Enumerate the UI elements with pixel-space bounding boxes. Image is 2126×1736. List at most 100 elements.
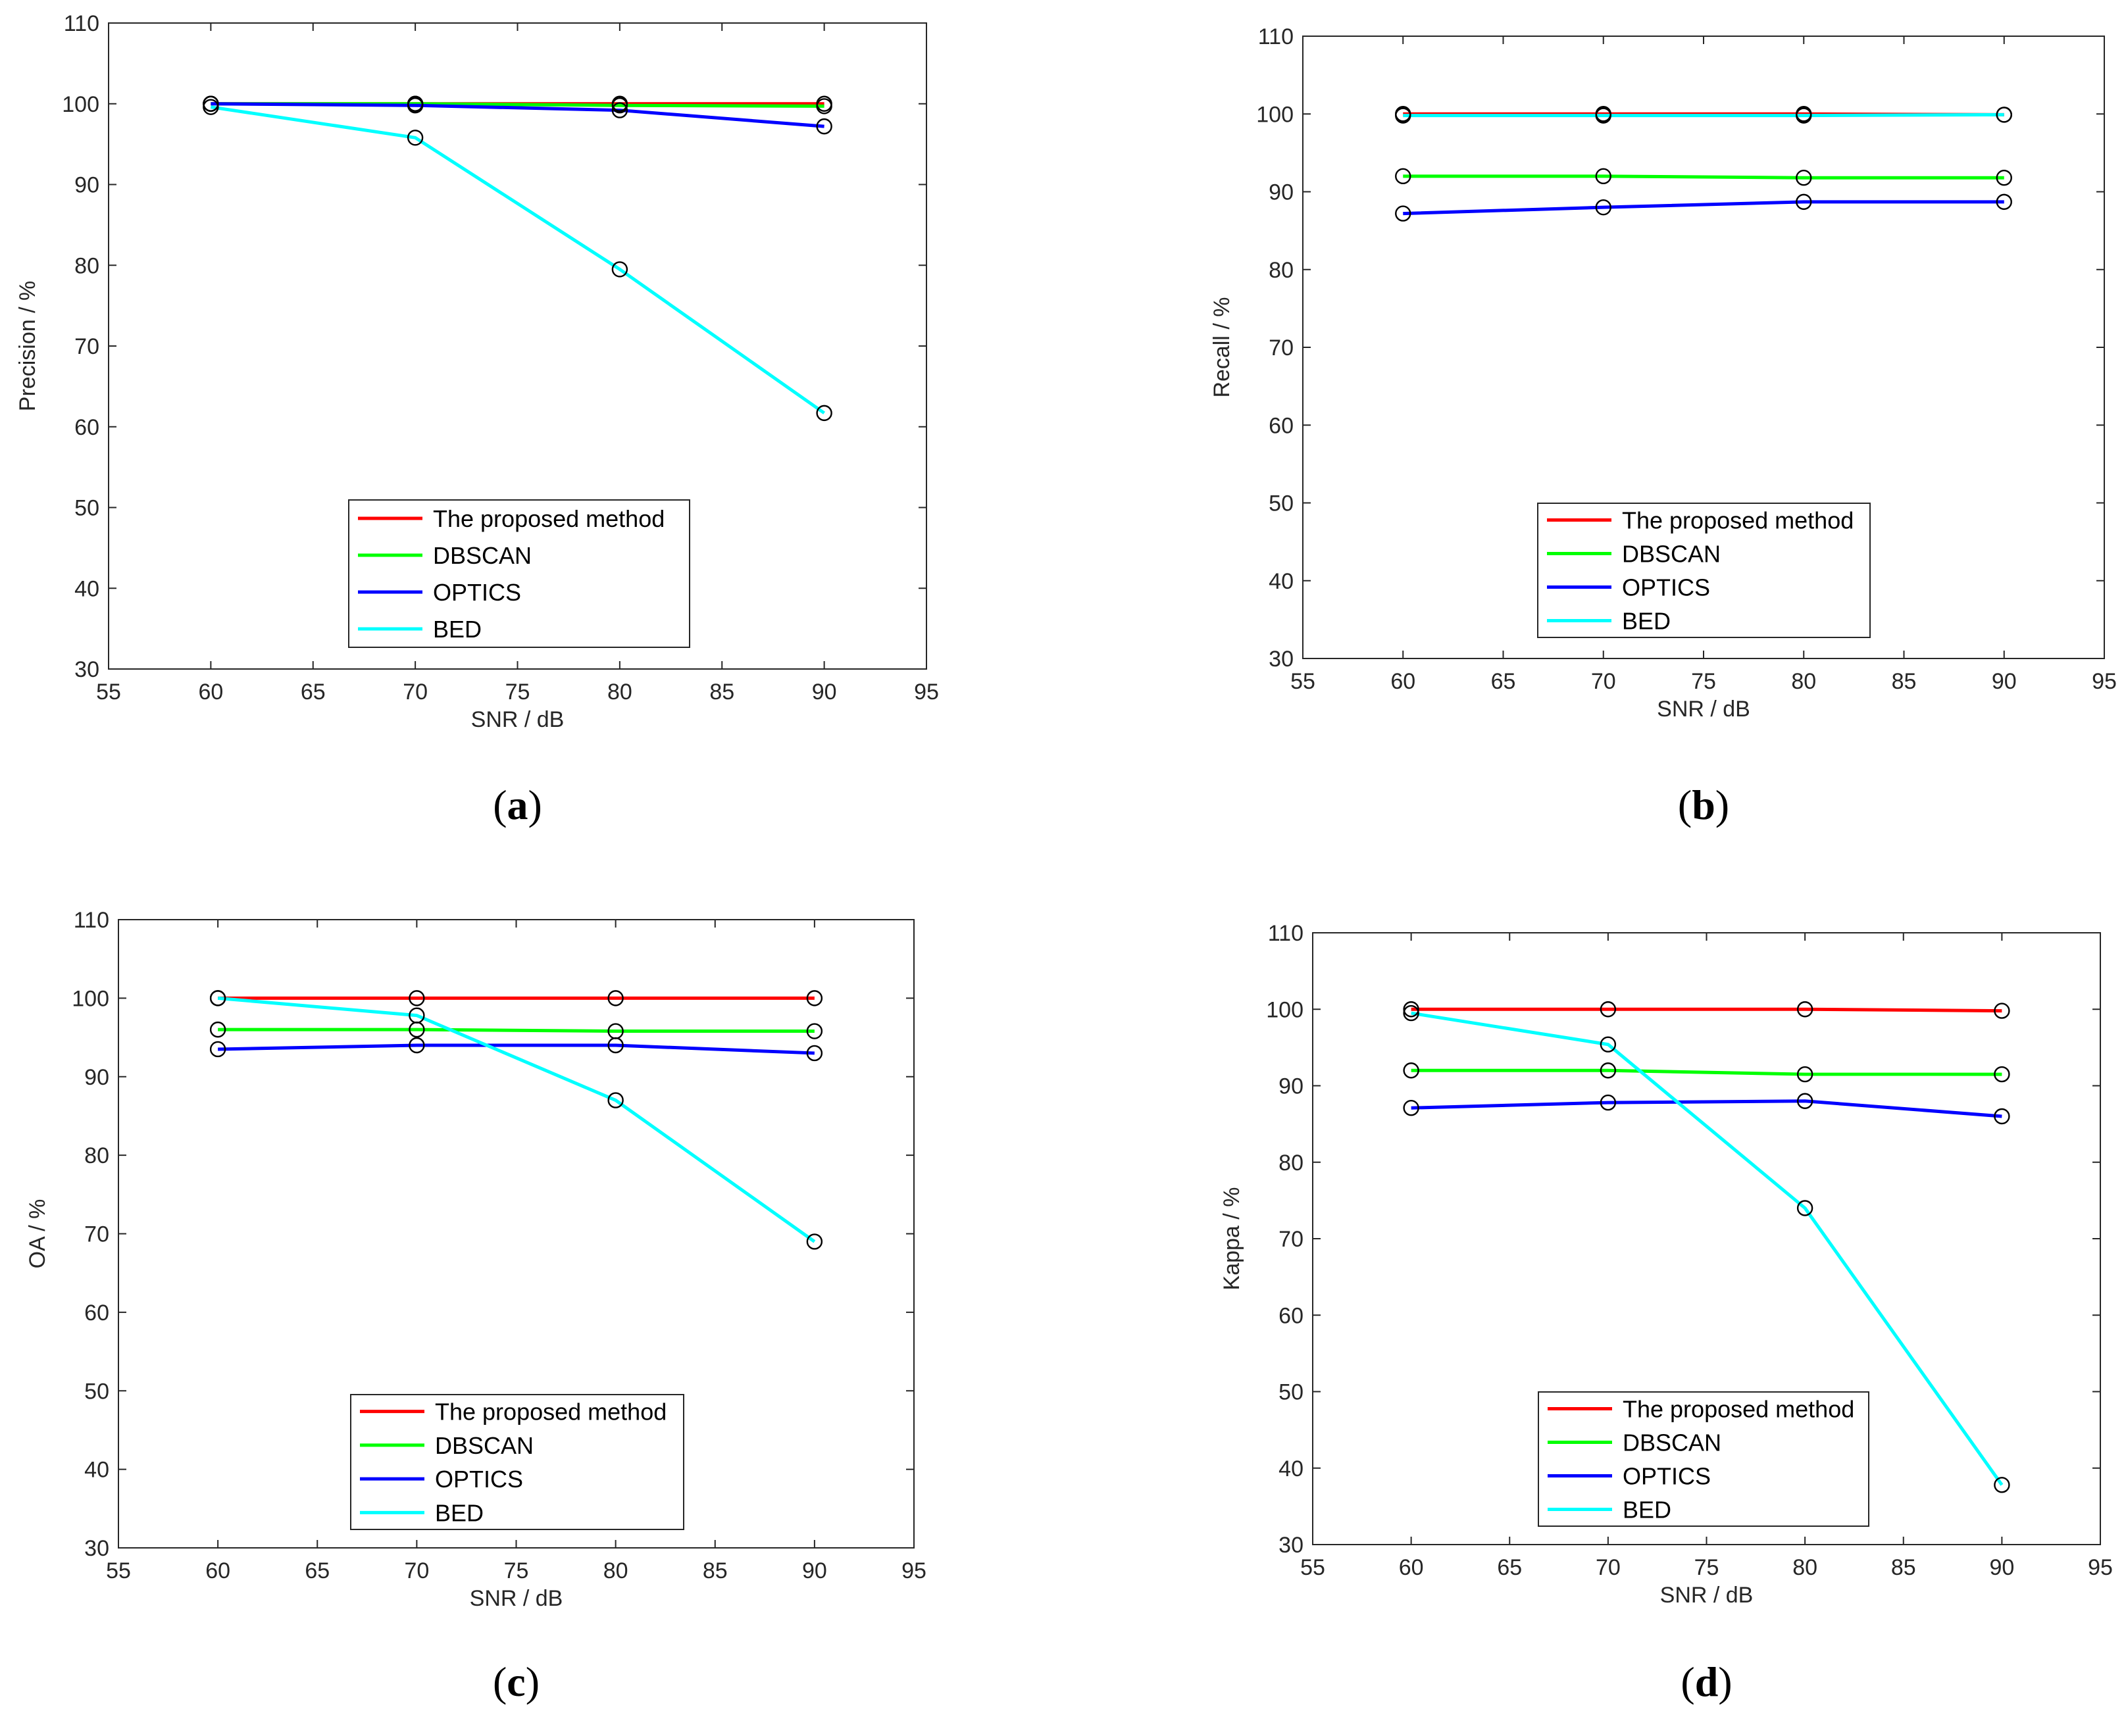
y-tick-label: 80 — [74, 253, 99, 278]
series-line-optics — [218, 1043, 815, 1055]
series-line-bed — [211, 105, 826, 414]
data-point-optics — [209, 1041, 226, 1058]
series-line-bed — [1403, 112, 2004, 118]
data-point-optics — [1796, 193, 1812, 211]
data-point-optics — [1996, 193, 2012, 211]
data-point-the-proposed-method — [1600, 1001, 1617, 1018]
data-point-bed — [209, 990, 226, 1006]
data-point-optics — [611, 102, 628, 118]
y-tick-label: 60 — [84, 1301, 109, 1326]
legend-label-optics: OPTICS — [1623, 1463, 1711, 1490]
x-tick-label: 80 — [607, 680, 632, 705]
legend-label-dbscan: DBSCAN — [435, 1432, 534, 1459]
data-point-bed — [806, 1233, 823, 1250]
data-point-dbscan — [1796, 170, 1812, 186]
legend: The proposed method DBSCAN OPTICS BED — [1538, 1391, 1869, 1527]
data-point-the-proposed-method — [607, 990, 624, 1006]
series-line-dbscan — [1403, 174, 2004, 180]
data-point-bed — [1796, 1200, 1813, 1216]
chart-panel-a: 55 60 65 70 75 80 85 90 95 30 40 50 60 70 80 90 100 110 SN… — [15, 11, 939, 828]
x-tick-label: 55 — [1290, 669, 1315, 694]
y-tick-label: 50 — [1269, 491, 1294, 516]
legend-label-optics: OPTICS — [433, 579, 521, 606]
y-tick-label: 50 — [1278, 1380, 1303, 1405]
x-tick-label: 65 — [305, 1558, 330, 1583]
data-point-optics — [1395, 205, 1411, 222]
series-line-dbscan — [218, 1028, 815, 1033]
x-tick-label: 70 — [403, 680, 428, 705]
y-tick-label: 60 — [1278, 1303, 1303, 1328]
panel-label: (a) — [493, 781, 542, 828]
x-tick-label: 55 — [1300, 1555, 1325, 1580]
y-tick-label: 90 — [84, 1065, 109, 1090]
y-tick-label: 70 — [74, 334, 99, 359]
data-point-dbscan — [1395, 168, 1411, 185]
data-point-bed — [816, 405, 832, 422]
series-line-bed — [217, 996, 816, 1243]
x-tick-label: 70 — [404, 1558, 429, 1583]
x-tick-label: 85 — [1891, 1555, 1916, 1580]
legend-label-the-proposed-method: The proposed method — [1622, 507, 1854, 534]
legend-label-the-proposed-method: The proposed method — [1623, 1396, 1854, 1423]
x-tick-label: 80 — [1792, 1555, 1817, 1580]
data-point-the-proposed-method — [1796, 1001, 1813, 1018]
x-tick-label: 75 — [504, 1558, 529, 1583]
x-tick-label: 95 — [914, 680, 939, 705]
x-tick-label: 95 — [2092, 669, 2117, 694]
data-point-dbscan — [1796, 1066, 1813, 1083]
legend-label-dbscan: DBSCAN — [1623, 1429, 1721, 1456]
legend-label-bed: BED — [1623, 1497, 1671, 1524]
x-tick-label: 90 — [1989, 1555, 2014, 1580]
x-tick-label: 85 — [709, 680, 734, 705]
x-tick-label: 65 — [1497, 1555, 1522, 1580]
y-axis-label: OA / % — [25, 1199, 50, 1269]
data-point-dbscan — [209, 1021, 226, 1038]
series-line-optics — [211, 102, 824, 128]
data-point-bed — [611, 261, 628, 278]
data-point-the-proposed-method — [806, 990, 823, 1006]
y-tick-label: 100 — [1266, 997, 1303, 1022]
x-tick-label: 65 — [1491, 669, 1516, 694]
x-tick-label: 80 — [603, 1558, 628, 1583]
data-point-optics — [806, 1045, 823, 1062]
data-point-bed — [607, 1092, 624, 1108]
y-tick-label: 60 — [1269, 413, 1294, 438]
legend-label-dbscan: DBSCAN — [1622, 541, 1721, 568]
y-tick-label: 100 — [1256, 102, 1294, 127]
data-point-dbscan — [611, 97, 628, 114]
y-tick-label: 40 — [1278, 1456, 1303, 1481]
data-point-dbscan — [1403, 1062, 1419, 1079]
y-tick-label: 40 — [1269, 569, 1294, 594]
data-point-optics — [1796, 1093, 1813, 1109]
data-point-the-proposed-method — [1403, 1001, 1419, 1018]
y-tick-label: 40 — [74, 576, 99, 601]
data-point-optics — [1994, 1108, 2010, 1125]
legend-label-bed: BED — [435, 1499, 484, 1526]
x-tick-label: 75 — [505, 680, 530, 705]
y-tick-label: 110 — [74, 908, 109, 933]
data-point-bed — [1996, 107, 2012, 123]
x-tick-label: 65 — [301, 680, 326, 705]
data-point-optics — [407, 97, 424, 114]
series-line-the-proposed-method — [1411, 1007, 2002, 1013]
legend-label-the-proposed-method: The proposed method — [435, 1399, 667, 1426]
x-tick-label: 95 — [2088, 1555, 2113, 1580]
x-axis-label: SNR / dB — [1657, 697, 1750, 722]
y-tick-label: 100 — [62, 92, 99, 117]
x-axis-label: SNR / dB — [471, 707, 565, 732]
data-point-the-proposed-method — [1994, 1003, 2010, 1019]
legend: The proposed method DBSCAN OPTICS BED — [348, 499, 690, 648]
y-tick-label: 70 — [1278, 1227, 1303, 1252]
chart-panel-c: 55 60 65 70 75 80 85 90 95 30 40 50 60 70 80 90 100 110 SN… — [25, 908, 926, 1705]
data-point-dbscan — [1994, 1066, 2010, 1083]
legend-box — [350, 1394, 684, 1530]
legend-label-bed: BED — [1622, 608, 1671, 635]
legend-box — [1538, 1391, 1869, 1527]
x-tick-label: 55 — [96, 680, 121, 705]
x-tick-label: 55 — [106, 1558, 131, 1583]
x-tick-label: 90 — [802, 1558, 827, 1583]
data-point-bed — [203, 99, 219, 115]
data-point-optics — [1403, 1100, 1419, 1116]
data-point-optics — [607, 1037, 624, 1054]
y-axis-label: Recall / % — [1209, 297, 1234, 397]
